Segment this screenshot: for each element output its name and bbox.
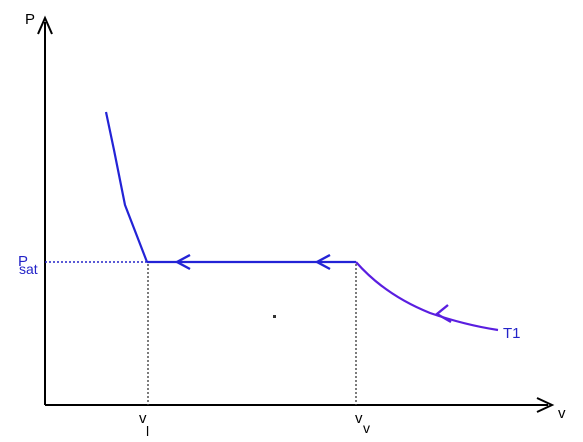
stray-dot [273, 315, 276, 318]
vl-label-sub: l [146, 423, 149, 439]
x-axis-arrowhead [536, 397, 555, 413]
saturation-arrow-left [174, 253, 191, 271]
psat-label-sub: sat [19, 261, 38, 277]
y-axis-label: P [25, 11, 35, 28]
guide-lines [45, 261, 357, 405]
axes [37, 15, 555, 413]
psat-label: P [18, 253, 28, 270]
vapor-isotherm-arrow [434, 304, 452, 324]
x-axis-label: v [558, 405, 566, 422]
y-axis-arrowhead [37, 15, 53, 35]
saturation-arrow-right [314, 253, 331, 271]
vl-label-main: v [139, 410, 147, 427]
liquid-isotherm-curve [104, 111, 149, 263]
t1-label: T1 [503, 325, 521, 342]
psat-label-main: P [18, 253, 28, 270]
vv-label-main: v [355, 410, 363, 427]
vapor-isotherm-curve [355, 261, 499, 332]
vv-label-sub: v [363, 420, 370, 436]
